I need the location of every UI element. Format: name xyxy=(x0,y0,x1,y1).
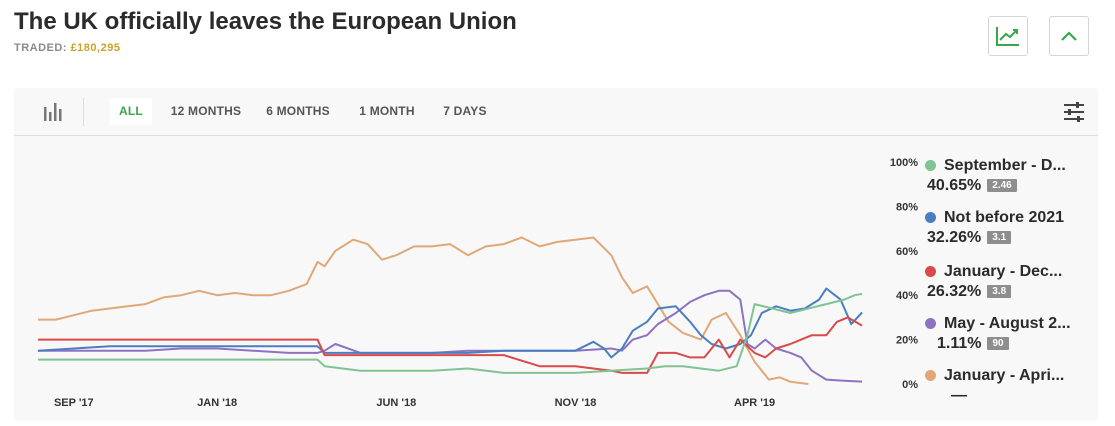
legend-name: January - Apri... xyxy=(944,367,1065,384)
y-tick-label: 20% xyxy=(896,335,918,347)
sliders-icon[interactable] xyxy=(1063,101,1085,123)
collapse-button[interactable] xyxy=(1049,16,1089,56)
legend-odds-dash: — xyxy=(951,387,967,404)
legend-percent: 1.11% xyxy=(937,335,982,352)
odds-badge: 3.1 xyxy=(987,231,1012,244)
legend-name: May - August 2... xyxy=(944,315,1071,332)
legend-name: Not before 2021 xyxy=(944,209,1065,226)
tab-all[interactable]: ALL xyxy=(110,98,152,125)
odds-badge: 3.8 xyxy=(987,285,1012,298)
tab-12-months[interactable]: 12 MONTHS xyxy=(170,104,242,118)
chart-toolbar: ALL 12 MONTHS 6 MONTHS 1 MONTH 7 DAYS xyxy=(14,88,1098,136)
legend-name: September - D... xyxy=(944,157,1066,174)
legend-item-may-august[interactable]: May - August 2... 1.11% 90 xyxy=(925,314,1095,354)
chart-toggle-button[interactable] xyxy=(988,16,1028,56)
x-tick-label: JAN '18 xyxy=(197,397,237,409)
line-chart-icon xyxy=(996,27,1019,46)
page-title: The UK officially leaves the European Un… xyxy=(14,8,517,35)
series-line xyxy=(38,292,863,374)
legend-percent: 26.32% xyxy=(927,283,982,300)
traded-value: £180,295 xyxy=(70,42,121,54)
traded-amount: TRADED: £180,295 xyxy=(14,42,120,54)
legend-percent: 40.65% xyxy=(927,177,982,194)
legend-item-january-december[interactable]: January - Dec... 26.32% 3.8 xyxy=(925,262,1095,302)
traded-label: TRADED: xyxy=(14,42,67,54)
legend-dot xyxy=(925,160,936,171)
y-tick-label: 100% xyxy=(890,157,918,169)
chevron-up-icon xyxy=(1061,31,1077,41)
tab-6-months[interactable]: 6 MONTHS xyxy=(266,104,330,118)
series-line xyxy=(38,236,809,385)
y-tick-label: 0% xyxy=(902,379,918,391)
legend-dot xyxy=(925,266,936,277)
legend-dot xyxy=(925,370,936,381)
y-tick-label: 40% xyxy=(896,290,918,302)
x-tick-label: APR '19 xyxy=(734,397,775,409)
legend-percent: 32.26% xyxy=(927,229,982,246)
bar-chart-icon[interactable] xyxy=(42,101,62,121)
legend-item-january-april[interactable]: January - Apri... — xyxy=(925,366,1095,406)
odds-badge: 90 xyxy=(987,337,1009,350)
tab-1-month[interactable]: 1 MONTH xyxy=(359,104,415,118)
series-line xyxy=(38,316,863,374)
toolbar-divider xyxy=(83,98,84,126)
y-tick-label: 80% xyxy=(896,201,918,213)
x-tick-label: NOV '18 xyxy=(555,397,597,409)
x-tick-label: SEP '17 xyxy=(54,397,94,409)
legend-dot xyxy=(925,212,936,223)
odds-badge: 2.46 xyxy=(987,179,1017,192)
x-tick-label: JUN '18 xyxy=(376,397,416,409)
series-line xyxy=(38,289,863,383)
tab-7-days[interactable]: 7 DAYS xyxy=(443,104,487,118)
legend-name: January - Dec... xyxy=(944,263,1063,280)
legend-item-september[interactable]: September - D... 40.65% 2.46 xyxy=(925,156,1095,196)
series-line xyxy=(37,287,863,359)
legend-item-not-before-2021[interactable]: Not before 2021 32.26% 3.1 xyxy=(925,208,1095,248)
y-tick-label: 60% xyxy=(896,246,918,258)
legend-dot xyxy=(925,318,936,329)
